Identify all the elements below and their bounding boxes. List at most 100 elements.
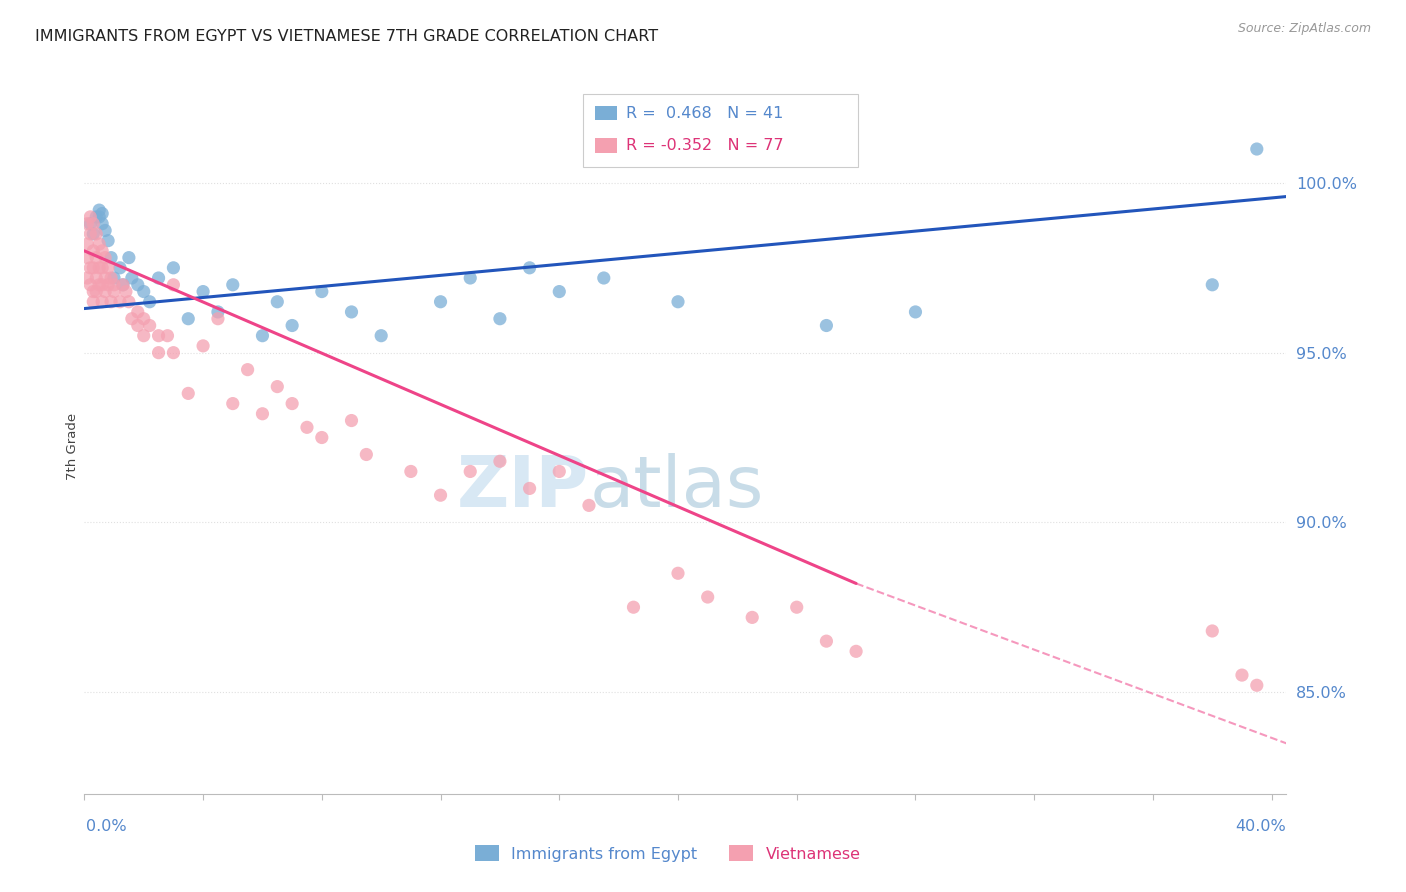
Point — [84, 210, 107, 224]
Point — [82, 285, 104, 299]
Point — [79, 277, 101, 292]
Point — [548, 465, 571, 479]
Point — [162, 260, 184, 275]
Point — [82, 227, 104, 241]
Point — [132, 285, 155, 299]
Point — [519, 482, 541, 496]
Point — [845, 644, 868, 658]
Point — [266, 379, 288, 393]
Point — [191, 339, 214, 353]
Point — [97, 260, 120, 275]
Point — [127, 318, 149, 333]
Text: 0.0%: 0.0% — [86, 820, 127, 834]
Point — [252, 328, 274, 343]
Point — [94, 251, 117, 265]
Text: Source: ZipAtlas.com: Source: ZipAtlas.com — [1237, 22, 1371, 36]
Point — [1201, 277, 1223, 292]
Point — [79, 260, 101, 275]
Point — [252, 407, 274, 421]
Point — [127, 305, 149, 319]
Point — [89, 203, 111, 218]
Point — [91, 294, 114, 309]
Point — [236, 362, 259, 376]
Point — [79, 217, 101, 231]
Point — [82, 244, 104, 258]
Point — [82, 294, 104, 309]
Point — [429, 294, 451, 309]
Point — [89, 237, 111, 252]
Point — [79, 227, 101, 241]
Point — [103, 271, 125, 285]
Point — [103, 277, 125, 292]
Point — [1246, 142, 1268, 156]
Point — [148, 328, 170, 343]
Point — [84, 251, 107, 265]
Point — [82, 217, 104, 231]
Point — [548, 285, 571, 299]
Point — [207, 311, 229, 326]
Y-axis label: 7th Grade: 7th Grade — [66, 412, 79, 480]
Point — [84, 285, 107, 299]
Point — [489, 454, 512, 468]
Point — [666, 566, 689, 581]
Point — [340, 305, 363, 319]
Point — [592, 271, 614, 285]
Point — [91, 277, 114, 292]
Point — [207, 305, 229, 319]
Text: R = -0.352   N = 77: R = -0.352 N = 77 — [626, 138, 783, 153]
Point — [89, 210, 111, 224]
Point — [356, 448, 378, 462]
Point — [162, 345, 184, 359]
Point — [79, 210, 101, 224]
Text: atlas: atlas — [589, 453, 763, 522]
Point — [84, 227, 107, 241]
Point — [1201, 624, 1223, 638]
Point — [76, 217, 98, 231]
Point — [111, 277, 134, 292]
Point — [815, 634, 838, 648]
Point — [118, 251, 141, 265]
Point — [94, 285, 117, 299]
Legend: Immigrants from Egypt, Vietnamese: Immigrants from Egypt, Vietnamese — [468, 838, 868, 868]
Point — [89, 277, 111, 292]
Point — [281, 318, 304, 333]
Point — [76, 251, 98, 265]
Point — [266, 294, 288, 309]
Point — [91, 260, 114, 275]
Point — [103, 285, 125, 299]
Point — [311, 430, 333, 444]
Point — [399, 465, 422, 479]
Point — [108, 294, 131, 309]
Point — [458, 465, 481, 479]
Point — [84, 271, 107, 285]
Point — [94, 223, 117, 237]
Point — [904, 305, 927, 319]
Point — [148, 271, 170, 285]
Point — [370, 328, 392, 343]
Point — [76, 237, 98, 252]
Point — [578, 499, 600, 513]
Point — [121, 271, 143, 285]
Point — [97, 277, 120, 292]
Point — [97, 234, 120, 248]
Point — [519, 260, 541, 275]
Text: IMMIGRANTS FROM EGYPT VS VIETNAMESE 7TH GRADE CORRELATION CHART: IMMIGRANTS FROM EGYPT VS VIETNAMESE 7TH … — [35, 29, 658, 44]
Point — [623, 600, 645, 615]
Point — [111, 277, 134, 292]
Point — [91, 244, 114, 258]
Point — [82, 260, 104, 275]
Point — [222, 396, 245, 410]
Point — [696, 590, 718, 604]
Point — [1246, 678, 1268, 692]
Point — [222, 277, 245, 292]
Point — [94, 271, 117, 285]
Point — [458, 271, 481, 285]
Point — [815, 318, 838, 333]
Point — [340, 413, 363, 427]
Point — [429, 488, 451, 502]
Point — [148, 345, 170, 359]
Point — [311, 285, 333, 299]
Point — [89, 260, 111, 275]
Point — [177, 311, 200, 326]
Point — [91, 206, 114, 220]
